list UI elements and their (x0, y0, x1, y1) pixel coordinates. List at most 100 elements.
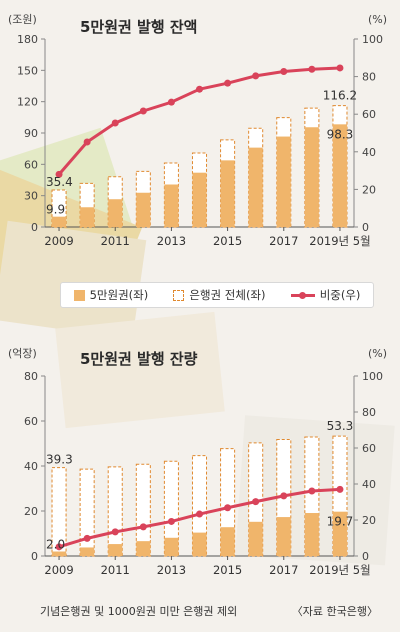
label-total-first: 35.4 (46, 175, 73, 189)
ratio-point (111, 528, 119, 536)
legend: 5만원권(좌) 은행권 전체(좌) 비중(우) (60, 282, 374, 308)
legend-item-5man: 5만원권(좌) (73, 287, 149, 303)
x-tick-label: 2013 (157, 234, 186, 248)
y-tick-label-right: 60 (362, 108, 376, 121)
legend-label-ratio: 비중(우) (319, 288, 361, 302)
y-tick-label-left: 60 (24, 415, 38, 428)
label-5man-first: 2.0 (46, 538, 65, 552)
bar-total (79, 468, 95, 557)
chart-2-x-ticks: 2009 2011 2013 2015 2017 2019년 5월 (44, 556, 371, 577)
ratio-point (111, 119, 119, 127)
bar-5man (52, 216, 67, 227)
label-5man-first: 9.9 (46, 203, 65, 217)
x-tick-label: 2017 (269, 234, 298, 248)
legend-item-total: 은행권 전체(좌) (173, 287, 266, 303)
bar-5man (248, 147, 263, 227)
ratio-point (83, 534, 91, 542)
bar-5man (164, 184, 179, 227)
y-tick-label-right: 100 (362, 33, 383, 46)
x-tick-label: 2009 (44, 234, 73, 248)
ratio-point (280, 492, 288, 500)
chart-balance-amount: 5만원권 발행 잔액 (조원) (%) 0 30 60 90 120 150 180 0 20 4… (8, 13, 387, 248)
y-tick-label-right: 40 (362, 146, 376, 159)
x-tick-label: 2015 (213, 234, 242, 248)
y-tick-label-left: 90 (24, 127, 38, 140)
ratio-point (196, 85, 203, 93)
y-tick-label-right: 80 (362, 406, 376, 419)
bar-5man (332, 511, 347, 556)
label-total-last: 116.2 (323, 89, 357, 103)
bar-5man (52, 551, 67, 556)
footnote: 기념은행권 및 1000원권 미만 은행권 제외 (40, 605, 238, 618)
x-tick-label: 2011 (101, 234, 130, 248)
chart-2-y-ticks: 0 20 40 60 80 0 20 40 60 80 100 (24, 370, 383, 563)
x-tick-label: 2015 (213, 563, 242, 577)
chart-1-x-ticks: 2009 2011 2013 2015 2017 2019년 5월 (44, 227, 371, 248)
bar-5man (192, 532, 207, 556)
bar-5man (332, 124, 347, 227)
legend-solid-swatch (73, 289, 85, 301)
y-tick-label-left: 120 (17, 96, 38, 109)
chart-2-ratio-line (55, 485, 344, 551)
ratio-point (224, 79, 232, 87)
ratio-point (167, 98, 175, 106)
y-tick-label-right: 100 (362, 370, 383, 383)
ratio-point (308, 487, 316, 495)
ratio-point (224, 504, 232, 512)
chart-1-5man-bars (52, 124, 347, 227)
bar-5man (164, 537, 179, 556)
y-tick-label-right: 20 (362, 183, 376, 196)
bar-5man (304, 127, 319, 227)
y-tick-label-right: 80 (362, 71, 376, 84)
ratio-point (55, 543, 63, 551)
bar-5man (108, 544, 123, 556)
bar-5man (276, 136, 291, 227)
chart-2-data-labels: 39.3 53.3 2.0 19.7 (46, 419, 353, 551)
ratio-point (336, 485, 344, 493)
y-tick-label-right: 0 (362, 221, 369, 234)
y-tick-label-left: 180 (17, 33, 38, 46)
bar-5man (136, 541, 151, 556)
legend-item-ratio: 비중(우) (290, 287, 361, 303)
chart-balance-volume: 5만원권 발행 잔량 (억장) (%) 0 20 40 60 80 0 20 40 60 80 10… (8, 347, 387, 577)
y-tick-label-right: 60 (362, 442, 376, 455)
chart-2-left-unit: (억장) (8, 347, 37, 360)
source-label: 〈자료 한국은행〉 (291, 605, 378, 618)
bar-5man (220, 160, 235, 227)
bar-5man (108, 199, 123, 227)
bar-5man (220, 527, 235, 556)
y-tick-label-left: 0 (31, 550, 38, 563)
bar-5man (80, 547, 95, 556)
legend-label-5man: 5만원권(좌) (89, 288, 149, 302)
legend-line-swatch (290, 290, 315, 301)
chart-1-right-unit: (%) (368, 13, 387, 26)
ratio-point (139, 523, 147, 531)
y-tick-label-left: 20 (24, 505, 38, 518)
x-tick-label: 2017 (269, 563, 298, 577)
bar-total (51, 467, 67, 557)
chart-2-right-unit: (%) (368, 347, 387, 360)
ratio-point (55, 170, 63, 178)
ratio-point (196, 510, 203, 518)
y-tick-label-left: 80 (24, 370, 38, 383)
y-tick-label-right: 20 (362, 514, 376, 527)
bar-5man (276, 517, 291, 556)
label-5man-last: 19.7 (327, 515, 354, 529)
chart-1-ratio-line (55, 64, 344, 178)
legend-label-total: 은행권 전체(좌) (189, 288, 266, 302)
y-tick-label-left: 150 (17, 64, 38, 77)
bar-5man (192, 172, 207, 227)
ratio-point (252, 498, 260, 506)
label-total-last: 53.3 (327, 419, 354, 433)
bar-5man (136, 192, 151, 227)
label-total-first: 39.3 (46, 453, 73, 467)
x-tick-label: 2009 (44, 563, 73, 577)
bar-total (107, 466, 123, 557)
bar-5man (80, 207, 95, 227)
y-tick-label-left: 0 (31, 221, 38, 234)
y-tick-label-left: 60 (24, 158, 38, 171)
bar-5man (248, 521, 263, 556)
ratio-point (336, 64, 344, 72)
legend-dashed-swatch (173, 289, 185, 301)
ratio-point (139, 107, 147, 115)
